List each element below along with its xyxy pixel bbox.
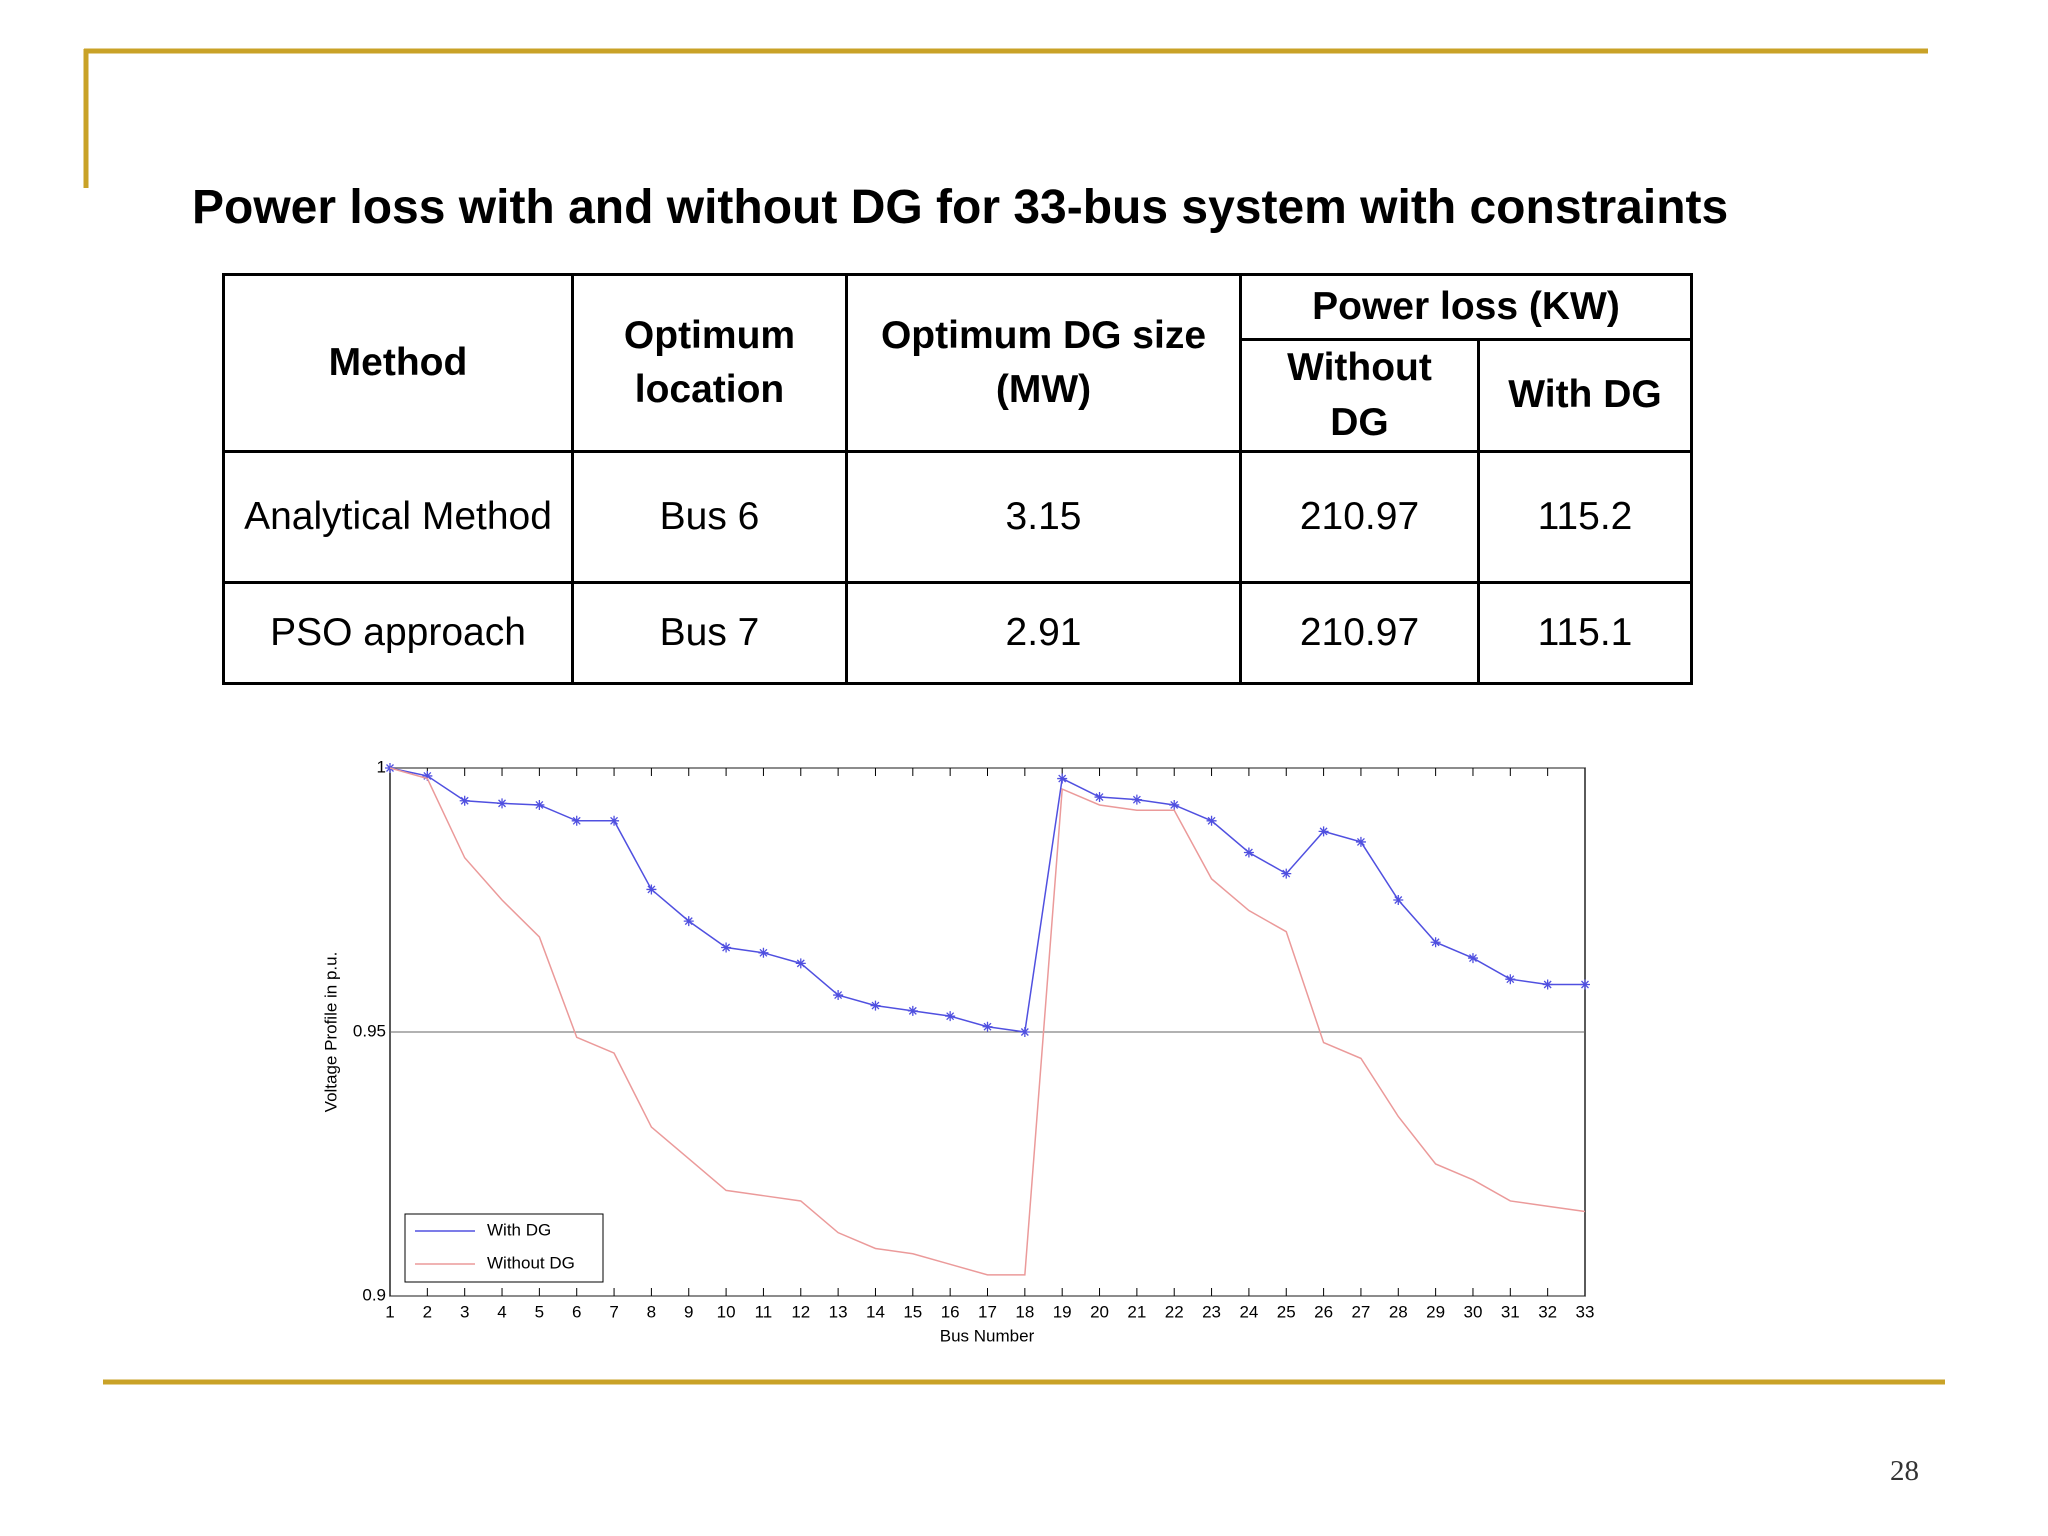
x-tick-label: 13 [829,1302,848,1321]
data-point [1094,792,1105,803]
x-tick-label: 14 [866,1302,885,1321]
data-point [683,916,694,927]
legend-label: With DG [487,1220,551,1239]
data-point [795,958,806,969]
data-point [870,1000,881,1011]
page-number: 28 [1890,1455,1919,1487]
y-tick-label: 1 [377,757,386,776]
x-tick-label: 9 [684,1302,693,1321]
table-cell: 210.97 [1239,450,1480,585]
data-point [1131,794,1142,805]
x-tick-label: 10 [717,1302,736,1321]
data-point [1580,979,1590,990]
header-cell: Without DG [1239,337,1480,454]
data-point [1169,799,1180,810]
table-row: Analytical Method Bus 6 3.15 210.97 115.2 [222,450,1693,585]
x-tick-label: 24 [1239,1302,1258,1321]
results-table: Method Optimum location Optimum DG size … [222,272,1693,686]
data-point [1206,815,1217,826]
table-cell: 115.1 [1477,581,1693,686]
x-tick-label: 29 [1426,1302,1445,1321]
data-point [422,770,433,781]
x-tick-label: 2 [423,1302,432,1321]
data-point [1355,836,1366,847]
x-tick-label: 7 [609,1302,618,1321]
header-cell: Optimum location [571,272,848,454]
data-point [833,990,844,1001]
data-point [1318,826,1329,837]
header-cell: Method [222,272,574,454]
table-cell: 115.2 [1477,450,1693,585]
data-point [945,1011,956,1022]
y-tick-label: 0.95 [353,1021,386,1040]
x-tick-label: 15 [903,1302,922,1321]
header-cell: Optimum DG size (MW) [845,272,1242,454]
x-tick-label: 32 [1538,1302,1557,1321]
data-point [534,799,545,810]
table-cell: Bus 6 [571,450,848,585]
x-tick-label: 27 [1351,1302,1370,1321]
x-tick-label: 18 [1015,1302,1034,1321]
x-tick-label: 22 [1165,1302,1184,1321]
legend-box [404,1213,604,1283]
table-cell: PSO approach [222,581,574,686]
table-cell: 210.97 [1239,581,1480,686]
data-point [721,942,732,953]
x-tick-label: 12 [791,1302,810,1321]
x-tick-label: 11 [755,1302,773,1321]
table-cell: 2.91 [845,581,1242,686]
slide-title: Power loss with and without DG for 33-bu… [192,181,1729,234]
x-tick-label: 17 [978,1302,997,1321]
header-group: Power loss (KW) [1239,273,1693,341]
data-point [1505,974,1516,985]
data-point [1281,868,1292,879]
data-point [1057,773,1068,784]
x-tick-label: 26 [1314,1302,1333,1321]
data-point [1393,895,1404,905]
series-line [389,767,1585,1033]
data-point [758,947,769,958]
x-tick-label: 3 [460,1302,469,1321]
x-tick-label: 5 [535,1302,544,1321]
data-point [571,815,582,826]
data-point [646,884,657,895]
x-axis-label: Bus Number [940,1326,1035,1345]
x-tick-label: 4 [497,1302,506,1321]
x-tick-label: 20 [1090,1302,1109,1321]
table-row: PSO approach Bus 7 2.91 210.97 115.1 [222,581,1693,686]
table-cell: Bus 7 [571,581,848,686]
x-tick-label: 6 [572,1302,581,1321]
x-tick-label: 23 [1202,1302,1221,1321]
x-tick-label: 33 [1576,1302,1595,1321]
x-tick-label: 31 [1501,1302,1520,1321]
x-tick-label: 16 [941,1302,960,1321]
y-axis-label: Voltage Profile in p.u. [321,952,340,1113]
data-point [1467,953,1478,964]
table-cell: Analytical Method [222,450,574,585]
data-point [459,795,470,806]
header-cell: With DG [1477,337,1693,454]
data-point [1243,847,1254,858]
data-point [982,1021,993,1032]
x-tick-label: 30 [1464,1302,1483,1321]
series-line [389,767,1586,1276]
x-tick-label: 28 [1389,1302,1408,1321]
x-tick-label: 8 [647,1302,656,1321]
y-tick-label: 0.9 [362,1285,386,1304]
data-point [1019,1027,1030,1037]
data-point [497,798,508,809]
x-tick-label: 19 [1053,1302,1072,1321]
data-point [1430,937,1441,948]
table-cell: 3.15 [845,450,1242,585]
data-point [1542,979,1553,990]
legend-label: Without DG [487,1253,575,1272]
x-tick-label: 1 [385,1302,394,1321]
data-point [907,1005,918,1016]
data-point [609,815,620,826]
x-tick-label: 25 [1277,1302,1296,1321]
x-tick-label: 21 [1127,1302,1146,1321]
